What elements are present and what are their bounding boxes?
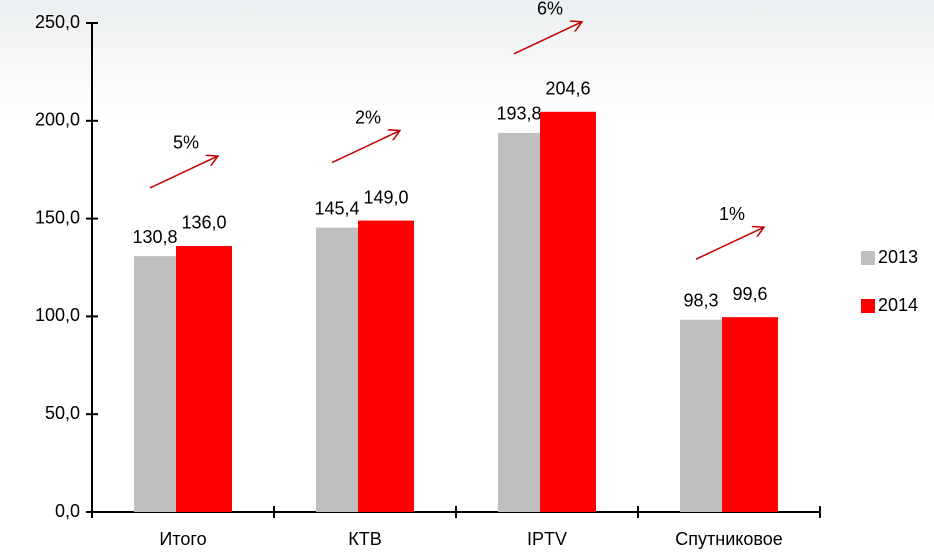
x-tick-label: КТВ — [348, 529, 382, 549]
data-label: 136,0 — [181, 213, 226, 233]
legend-swatch — [861, 251, 875, 265]
data-label: 98,3 — [683, 290, 718, 310]
y-tick-label: 200,0 — [35, 110, 80, 130]
y-tick-label: 100,0 — [35, 305, 80, 325]
data-label: 149,0 — [363, 187, 408, 207]
growth-label: 6% — [537, 0, 563, 19]
bar — [540, 111, 596, 512]
growth-label: 2% — [355, 107, 381, 127]
growth-arrow — [149, 156, 218, 189]
legend-swatch — [861, 299, 875, 313]
growth-label: 5% — [173, 133, 199, 153]
growth-arrow — [695, 227, 764, 260]
x-tick-label: Спутниковое — [675, 529, 782, 549]
growth-label: 1% — [719, 204, 745, 224]
x-tick-label: Итого — [159, 529, 206, 549]
legend-label: 2013 — [878, 247, 918, 267]
data-label: 145,4 — [314, 198, 359, 218]
x-tick-label: IPTV — [527, 529, 567, 549]
data-label: 130,8 — [132, 227, 177, 247]
legend-label: 2014 — [878, 295, 918, 315]
bar — [722, 317, 778, 512]
bar — [358, 220, 414, 512]
y-tick-label: 150,0 — [35, 207, 80, 227]
data-label: 193,8 — [496, 104, 541, 124]
y-tick-label: 250,0 — [35, 12, 80, 32]
growth-arrow — [331, 131, 400, 164]
growth-arrow — [513, 22, 582, 55]
y-tick-label: 50,0 — [45, 403, 80, 423]
data-label: 204,6 — [545, 79, 590, 99]
bar — [176, 245, 232, 512]
data-label: 99,6 — [732, 284, 767, 304]
y-tick-label: 0,0 — [55, 501, 80, 521]
